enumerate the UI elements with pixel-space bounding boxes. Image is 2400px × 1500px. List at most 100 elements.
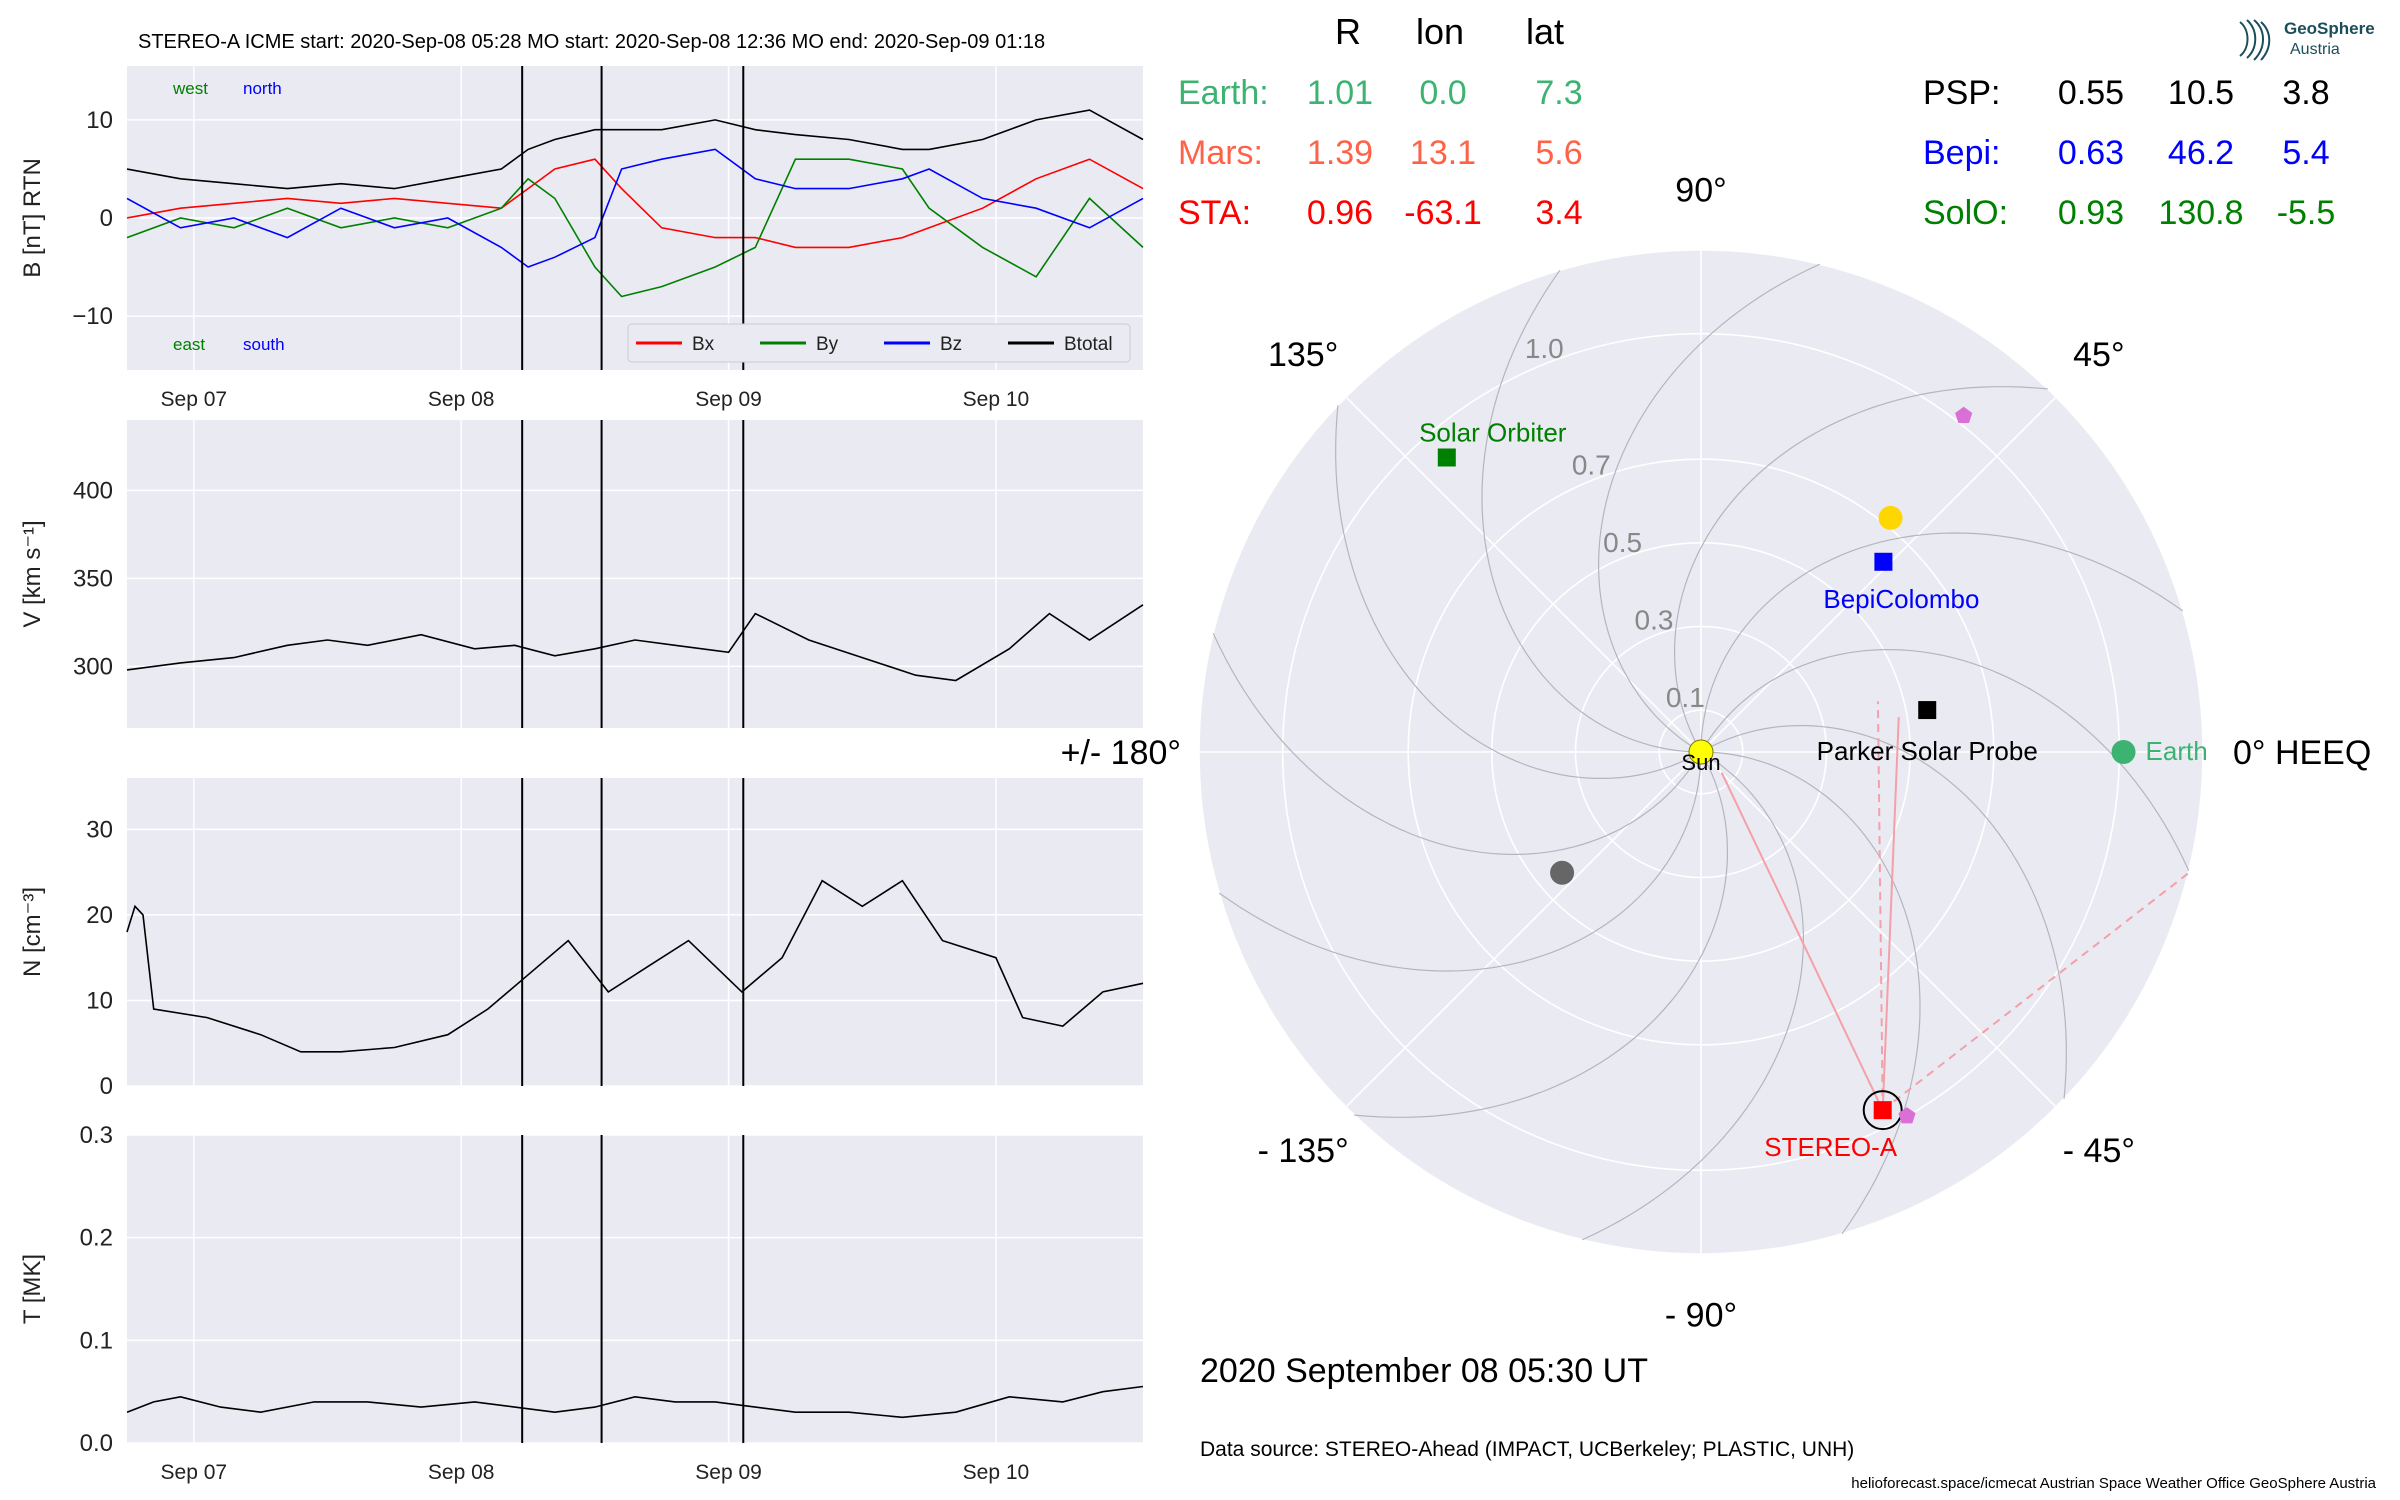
table-row-name: STA: xyxy=(1178,194,1251,232)
marker-mars xyxy=(1955,406,1973,423)
table-row-lon: 13.1 xyxy=(1410,134,1476,172)
radial-tick-label: 0.1 xyxy=(1666,682,1705,713)
table-row-lat: -5.5 xyxy=(2277,194,2336,232)
plot-area xyxy=(127,778,1143,1086)
plot-area xyxy=(127,1135,1143,1443)
parker-spiral-line xyxy=(1700,725,2067,1099)
sta-ring xyxy=(1862,1090,1903,1131)
angle-label: 0° HEEQ xyxy=(2233,734,2371,772)
parker-spiral-line xyxy=(1335,405,1702,779)
radial-tick-label: 1.0 xyxy=(1525,333,1564,364)
label-sun: Sun xyxy=(1681,750,1720,775)
table-row-lat: 5.4 xyxy=(2282,134,2329,172)
parker-spiral-line xyxy=(1212,633,1702,855)
angular-gridline xyxy=(1700,396,2057,753)
parker-spiral-line xyxy=(1218,751,1702,972)
table-row-lon: 10.5 xyxy=(2168,74,2234,112)
table-row-lat: 3.8 xyxy=(2282,74,2329,112)
sta-connection-line xyxy=(1876,701,1884,1111)
table-row-lon: 46.2 xyxy=(2168,134,2234,172)
y-axis-label: V [km s⁻¹] xyxy=(19,520,46,627)
table-row-name: SolO: xyxy=(1923,194,2008,232)
table-row-r: 1.01 xyxy=(1307,74,1373,112)
table-row-name: Earth: xyxy=(1178,74,1269,112)
plot-timestamp: 2020 September 08 05:30 UT xyxy=(1200,1352,1648,1390)
marker-bepicolombo xyxy=(1874,552,1893,571)
table-header-lon: lon xyxy=(1416,11,1464,52)
angle-label: - 135° xyxy=(1258,1132,1349,1170)
table-row-r: 0.93 xyxy=(2058,194,2124,232)
marker-venus xyxy=(1878,505,1903,530)
y-tick-label: 10 xyxy=(86,987,113,1014)
table-header-lat: lat xyxy=(1526,11,1564,52)
y-tick-label: 30 xyxy=(86,816,113,843)
legend-label-bz: Bz xyxy=(940,334,962,355)
series-line-n xyxy=(126,879,1144,1053)
label-solar-orbiter: Solar Orbiter xyxy=(1419,417,1567,447)
label-bepicolombo: BepiColombo xyxy=(1823,584,1979,614)
x-tick-label: Sep 09 xyxy=(695,388,762,411)
radial-tick-label: 0.5 xyxy=(1603,527,1642,558)
x-tick-label: Sep 07 xyxy=(161,1461,228,1484)
table-row-name: Bepi: xyxy=(1923,134,2001,172)
x-tick-label: Sep 10 xyxy=(963,1461,1030,1484)
y-axis-label: N [cm⁻³] xyxy=(19,887,46,977)
angle-label: - 90° xyxy=(1665,1297,1737,1335)
x-tick-label: Sep 07 xyxy=(161,388,228,411)
x-tick-label: Sep 08 xyxy=(428,1461,495,1484)
table-row-r: 0.63 xyxy=(2058,134,2124,172)
y-tick-label: 300 xyxy=(73,653,113,680)
y-tick-label: 10 xyxy=(86,107,113,134)
legend-label-btotal: Btotal xyxy=(1064,334,1113,355)
y-tick-label: 0 xyxy=(100,1073,113,1100)
series-line-btotal xyxy=(126,109,1144,190)
panel-speed: 300 350 400 V [km s⁻¹] xyxy=(19,420,1144,728)
y-tick-label: −10 xyxy=(72,303,113,330)
plot-area xyxy=(127,420,1143,728)
position-table: R lon lat Earth: 1.01 0.0 7.3 Mars: 1.39 13.1 5… xyxy=(1178,11,2335,232)
marker-sun xyxy=(1688,739,1714,765)
parker-spiral-line xyxy=(1598,263,1820,753)
label-north: north xyxy=(243,79,282,98)
logo-title: GeoSphere xyxy=(2284,19,2375,38)
x-tick-label: Sep 08 xyxy=(428,388,495,411)
series-line-by xyxy=(126,158,1144,298)
label-parker-solar-probe: Parker Solar Probe xyxy=(1817,736,2038,766)
series-line-t xyxy=(126,1385,1144,1419)
y-axis-label: B [nT] RTN xyxy=(19,158,46,278)
table-row-lat: 5.6 xyxy=(1535,134,1582,172)
legend-label-by: By xyxy=(816,334,839,355)
label-west: west xyxy=(172,79,208,98)
series-line-v xyxy=(126,604,1144,682)
y-axis-label: T [MK] xyxy=(19,1254,46,1324)
panel-density: 0 10 20 30 N [cm⁻³] xyxy=(19,778,1144,1100)
label-stereo-a: STEREO-A xyxy=(1764,1132,1898,1162)
header-event-times: STEREO-A ICME start: 2020-Sep-08 05:28 M… xyxy=(138,31,1045,53)
marker-parker-solar-probe xyxy=(1918,701,1937,720)
logo-subtitle: Austria xyxy=(2290,41,2340,58)
label-south: south xyxy=(243,335,285,354)
y-tick-label: 0.0 xyxy=(80,1430,113,1457)
panel-temperature: 0.0 0.1 0.2 0.3 Sep 07 Sep 08 Sep 09 Sep 10 T [M… xyxy=(19,1122,1144,1484)
data-source-note: Data source: STEREO-Ahead (IMPACT, UCBer… xyxy=(1200,1438,1854,1461)
footer-credits: helioforecast.space/icmecat Austrian Spa… xyxy=(1851,1475,2376,1492)
legend-label-bx: Bx xyxy=(692,334,715,355)
angular-gridline xyxy=(1345,396,1702,753)
table-row-r: 1.39 xyxy=(1307,134,1373,172)
y-tick-label: 0 xyxy=(100,205,113,232)
angular-gridline xyxy=(1700,751,2057,1108)
radial-tick-label: 0.7 xyxy=(1572,449,1611,480)
table-row-name: PSP: xyxy=(1923,74,2000,112)
marker-solar-orbiter xyxy=(1437,448,1456,467)
marker-stereo-a xyxy=(1873,1101,1892,1120)
parker-spiral-line xyxy=(1582,751,1804,1241)
table-row-r: 0.96 xyxy=(1307,194,1373,232)
x-tick-label: Sep 10 xyxy=(963,388,1030,411)
table-row-r: 0.55 xyxy=(2058,74,2124,112)
parker-spiral-line xyxy=(1700,532,2184,753)
panel-magnetic-field: −10 0 10 Sep 07 Sep 08 Sep 09 Sep 10 B [nT] RTN… xyxy=(19,66,1144,411)
y-tick-label: 20 xyxy=(86,902,113,929)
table-row-name: Mars: xyxy=(1178,134,1263,172)
y-tick-label: 0.1 xyxy=(80,1327,113,1354)
